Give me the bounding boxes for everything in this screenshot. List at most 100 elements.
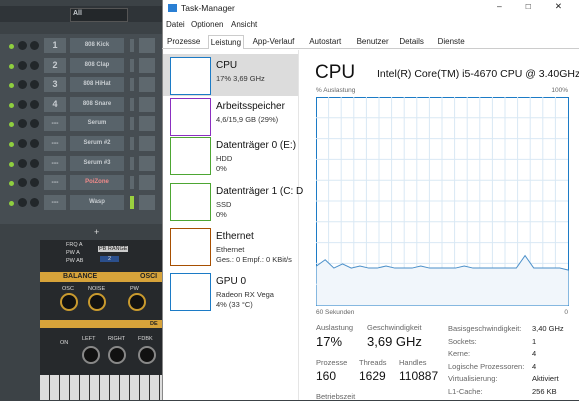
tab[interactable]: Leistung — [207, 35, 245, 49]
tab[interactable]: Benutzer — [356, 37, 389, 46]
channel-number[interactable]: 2 — [44, 57, 66, 73]
vol-knob[interactable] — [30, 119, 39, 129]
vol-knob[interactable] — [30, 99, 39, 109]
resource-thumb[interactable] — [170, 273, 211, 311]
resource-name[interactable]: Ethernet — [216, 231, 254, 242]
channel-number[interactable]: --- — [44, 116, 66, 132]
pan-knob[interactable] — [18, 197, 27, 207]
stat-label: Geschwindigkeit — [367, 323, 422, 332]
pan-knob[interactable] — [18, 139, 27, 148]
pan-knob[interactable] — [18, 119, 27, 129]
cpu-line — [316, 254, 569, 271]
channel-select[interactable] — [130, 78, 134, 92]
knob[interactable] — [88, 293, 106, 311]
led — [9, 142, 14, 147]
channel-select[interactable] — [130, 156, 134, 170]
channel-number[interactable]: 4 — [44, 96, 66, 112]
step-button[interactable] — [139, 77, 155, 93]
spec-label: Virtualisierung: — [448, 374, 498, 384]
resource-name[interactable]: Datenträger 0 (E:) — [216, 140, 297, 151]
vol-knob[interactable] — [30, 41, 39, 50]
channel-number[interactable]: 1 — [44, 38, 66, 53]
vol-knob[interactable] — [30, 139, 39, 148]
filter-dropdown[interactable] — [70, 8, 128, 22]
channel-number[interactable]: --- — [44, 155, 66, 171]
spec-label: Sockets: — [448, 336, 477, 346]
channel-name[interactable]: Serum #2 — [70, 136, 124, 151]
tab[interactable]: Details — [399, 37, 424, 46]
knob[interactable] — [82, 346, 100, 364]
resource-name[interactable]: Arbeitsspeicher — [216, 101, 285, 112]
channel-name[interactable]: Serum — [70, 116, 124, 132]
stat-value: 17% — [316, 334, 343, 349]
pan-knob[interactable] — [18, 60, 27, 70]
knob[interactable] — [60, 293, 78, 311]
spec-value: 4 — [532, 361, 537, 371]
channel-select[interactable] — [130, 195, 134, 209]
spec-label: Basisgeschwindigkeit: — [448, 324, 522, 333]
resource-thumb[interactable] — [170, 228, 211, 266]
channel-select[interactable] — [130, 58, 134, 72]
channel-number[interactable]: --- — [44, 194, 66, 210]
vol-knob[interactable] — [30, 80, 39, 90]
spec-value: 1 — [532, 336, 537, 346]
channel-select[interactable] — [130, 176, 134, 190]
tab[interactable]: Dienste — [437, 37, 465, 46]
channel-number[interactable]: --- — [44, 175, 66, 191]
resource-detail: Ethernet — [216, 245, 245, 254]
channel-number[interactable]: --- — [44, 136, 66, 151]
menu-item[interactable]: Optionen — [191, 20, 224, 29]
menu-item[interactable]: Ansicht — [231, 20, 258, 29]
knob[interactable] — [138, 346, 156, 364]
channel-name[interactable]: 808 HiHat — [70, 77, 124, 93]
tab[interactable]: App-Verlauf — [252, 37, 295, 46]
pan-knob[interactable] — [18, 178, 27, 188]
channel-select[interactable] — [130, 117, 134, 131]
vol-knob[interactable] — [30, 197, 39, 207]
channel-select[interactable] — [130, 39, 134, 52]
step-button[interactable] — [139, 57, 155, 73]
vol-knob[interactable] — [30, 60, 39, 70]
menu-item[interactable]: Datei — [166, 20, 185, 29]
pan-knob[interactable] — [18, 41, 27, 50]
knob[interactable] — [128, 293, 146, 311]
step-button[interactable] — [139, 136, 155, 151]
plugin-label: NOISE — [88, 286, 106, 292]
plugin-label: PW — [130, 286, 139, 292]
channel-name[interactable]: 808 Clap — [70, 57, 124, 73]
add-channel[interactable]: + — [94, 227, 100, 237]
step-button[interactable] — [139, 96, 155, 112]
tab[interactable]: Prozesse — [167, 37, 201, 46]
channel-number[interactable]: 3 — [44, 77, 66, 93]
channel-name[interactable]: PoiZone — [70, 175, 124, 191]
vol-knob[interactable] — [30, 178, 39, 188]
window-controls[interactable]: ‒□✕ — [497, 1, 579, 11]
graph-max-label: 100% — [551, 87, 568, 94]
channel-select[interactable] — [130, 137, 134, 150]
pan-knob[interactable] — [18, 99, 27, 109]
channel-name[interactable]: Serum #3 — [70, 155, 124, 171]
tab[interactable]: Autostart — [309, 37, 342, 46]
spec-label: Kerne: — [448, 349, 471, 359]
resource-name[interactable]: Datenträger 1 (C: D — [216, 186, 304, 197]
pan-knob[interactable] — [18, 80, 27, 90]
resource-thumb[interactable] — [170, 57, 211, 95]
step-button[interactable] — [139, 155, 155, 171]
channel-name[interactable]: 808 Snare — [70, 96, 124, 112]
pan-knob[interactable] — [18, 158, 27, 168]
resource-thumb[interactable] — [170, 98, 211, 136]
channel-select[interactable] — [130, 97, 134, 111]
channel-name[interactable]: 808 Kick — [70, 38, 124, 53]
knob[interactable] — [108, 346, 126, 364]
step-button[interactable] — [139, 38, 155, 53]
resource-thumb[interactable] — [170, 137, 211, 175]
step-button[interactable] — [139, 116, 155, 132]
resource-name[interactable]: GPU 0 — [216, 276, 247, 287]
resource-name[interactable]: CPU — [216, 60, 238, 71]
vol-knob[interactable] — [30, 158, 39, 168]
resource-thumb[interactable] — [170, 183, 211, 221]
channel-name[interactable]: Wasp — [70, 194, 124, 210]
step-button[interactable] — [139, 175, 155, 191]
step-button[interactable] — [139, 194, 155, 210]
